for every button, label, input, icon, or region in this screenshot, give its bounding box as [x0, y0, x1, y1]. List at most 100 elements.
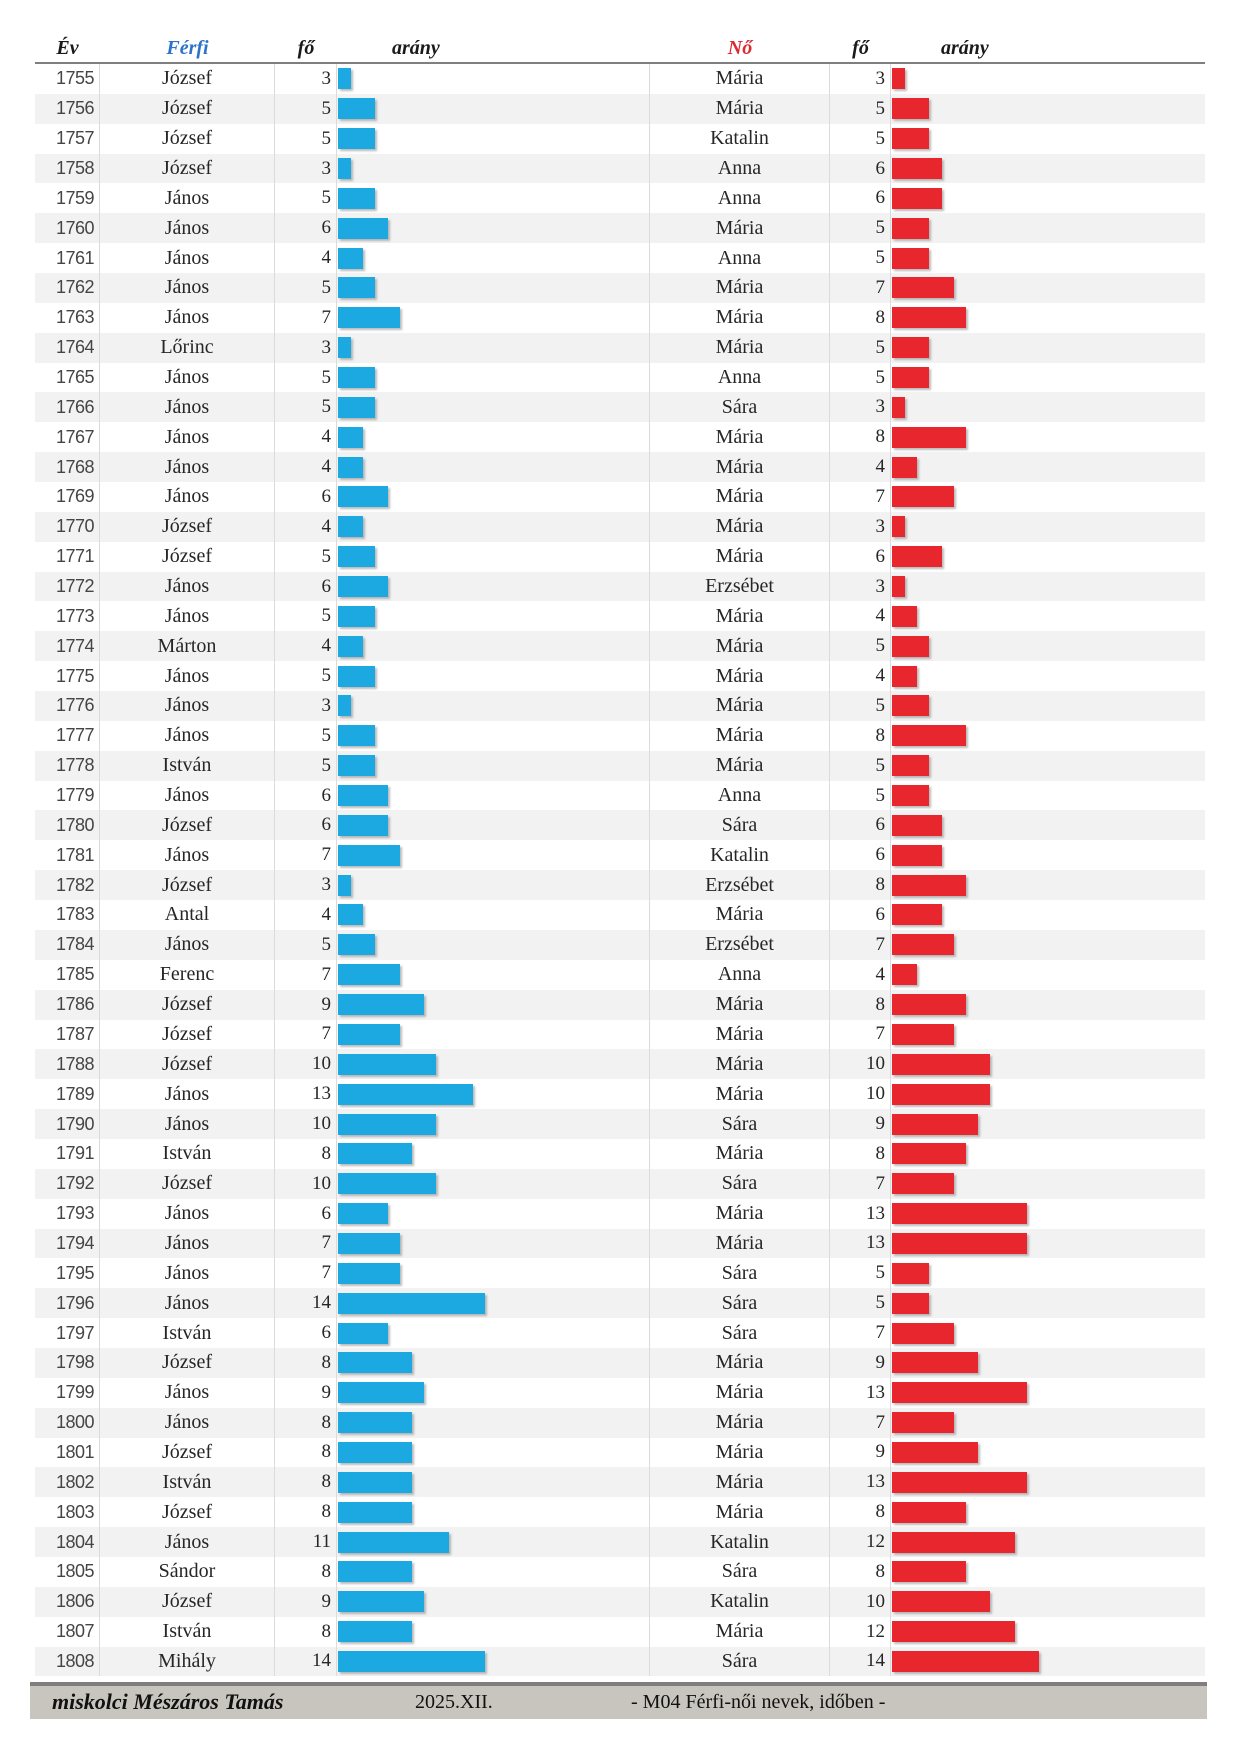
male-count-cell: 9	[275, 989, 337, 1020]
female-name-cell: Mária	[650, 661, 830, 692]
female-name-cell: Mária	[650, 452, 830, 483]
male-ratio-cell	[337, 1109, 650, 1139]
year-value: 1791	[55, 1143, 95, 1164]
female-ratio-cell	[891, 213, 1205, 243]
female-ratio-cell	[891, 422, 1205, 452]
male-count-cell: 13	[275, 1079, 337, 1110]
female-ratio-bar	[892, 516, 905, 538]
female-count: 3	[875, 575, 886, 597]
female-count-cell: 8	[830, 302, 891, 333]
female-name-cell: Erzsébet	[650, 870, 830, 901]
male-ratio-bar	[338, 1203, 388, 1225]
female-count: 5	[875, 217, 886, 239]
male-name: János	[164, 425, 210, 448]
male-count-cell: 5	[275, 183, 337, 214]
male-name-cell: János	[100, 243, 275, 274]
male-count-cell: 8	[275, 1347, 337, 1378]
female-ratio-cell	[891, 1288, 1205, 1318]
female-name-cell: Mária	[650, 1079, 830, 1110]
male-name: János	[164, 306, 210, 329]
male-name: Sándor	[158, 1560, 216, 1583]
male-count: 9	[321, 993, 332, 1015]
male-name: Mihály	[158, 1649, 216, 1672]
female-count-cell: 6	[830, 900, 891, 930]
male-name: István	[162, 1470, 212, 1493]
male-name-cell: János	[100, 929, 275, 960]
year-cell: 1767	[35, 422, 100, 453]
male-name: János	[164, 276, 210, 299]
male-ratio-cell	[337, 1198, 650, 1229]
male-name: István	[162, 754, 212, 777]
female-ratio-bar	[892, 576, 905, 598]
female-count-cell: 13	[830, 1377, 891, 1408]
female-count: 9	[875, 1351, 886, 1373]
year-value: 1807	[55, 1621, 95, 1642]
male-count-cell: 6	[275, 482, 337, 512]
female-ratio-cell	[891, 930, 1205, 960]
male-ratio-cell	[337, 362, 650, 393]
year-cell: 1756	[35, 93, 100, 124]
male-name-cell: János	[100, 720, 275, 751]
male-count: 6	[321, 1322, 332, 1344]
year-value: 1790	[55, 1113, 95, 1134]
male-name-cell: János	[100, 1258, 275, 1289]
year-cell: 1803	[35, 1497, 100, 1528]
table-row: 1801 József 8 Mária 9	[35, 1437, 1205, 1468]
year-value: 1783	[55, 904, 95, 925]
female-name: Mária	[715, 97, 764, 120]
male-name: János	[164, 1231, 210, 1254]
table-row: 1755 József 3 Mária 3	[35, 64, 1205, 94]
male-count: 10	[312, 1053, 331, 1075]
female-ratio-bar	[892, 217, 929, 239]
male-ratio-cell	[337, 452, 650, 483]
female-name-cell: Sára	[650, 1288, 830, 1319]
table-row: 1797 István 6 Sára 7	[35, 1318, 1205, 1348]
male-ratio-bar	[338, 1143, 412, 1165]
female-ratio-bar	[892, 1501, 966, 1523]
male-ratio-bar	[338, 964, 400, 986]
year-value: 1787	[55, 1023, 95, 1044]
female-name: Mária	[715, 276, 764, 299]
male-count-cell: 6	[275, 571, 337, 602]
male-name-cell: János	[100, 1228, 275, 1259]
female-name: Mária	[715, 1381, 764, 1404]
female-count: 12	[866, 1531, 885, 1553]
male-name-cell: János	[100, 452, 275, 483]
female-name: Mária	[715, 664, 764, 687]
male-name-cell: János	[100, 422, 275, 453]
male-name-cell: István	[100, 750, 275, 781]
female-name: Sára	[721, 1172, 758, 1195]
female-count-cell: 8	[830, 989, 891, 1020]
female-name: Mária	[715, 993, 764, 1016]
male-count-cell: 14	[275, 1288, 337, 1319]
table-row: 1762 János 5 Mária 7	[35, 273, 1205, 303]
female-name: Mária	[715, 1082, 764, 1105]
female-name-cell: Mária	[650, 601, 830, 632]
female-name: Mária	[715, 1231, 764, 1254]
male-ratio-bar	[338, 426, 363, 448]
female-ratio-bar	[892, 158, 942, 179]
male-name: János	[164, 843, 210, 866]
female-ratio-cell	[891, 1258, 1205, 1288]
female-count-cell: 5	[830, 93, 891, 124]
male-count-cell: 7	[275, 1019, 337, 1050]
female-count-cell: 8	[830, 870, 891, 901]
male-name: József	[162, 1052, 212, 1075]
year-cell: 1796	[35, 1288, 100, 1319]
table-row: 1780 József 6 Sára 6	[35, 810, 1205, 841]
table-row: 1793 János 6 Mária 13	[35, 1198, 1205, 1229]
male-name-cell: János	[100, 213, 275, 244]
female-name: Mária	[715, 1142, 764, 1165]
female-name: Mária	[715, 336, 764, 359]
female-count: 6	[875, 545, 886, 567]
female-count-cell: 13	[830, 1198, 891, 1229]
male-count-cell: 5	[275, 392, 337, 423]
female-name: Sára	[721, 1291, 758, 1314]
year-value: 1798	[55, 1352, 95, 1373]
female-count-cell: 3	[830, 571, 891, 602]
male-name: József	[162, 97, 212, 120]
year-value: 1786	[55, 994, 95, 1015]
year-cell: 1778	[35, 750, 100, 781]
female-name: Mária	[715, 754, 764, 777]
female-name: Mária	[715, 67, 764, 90]
